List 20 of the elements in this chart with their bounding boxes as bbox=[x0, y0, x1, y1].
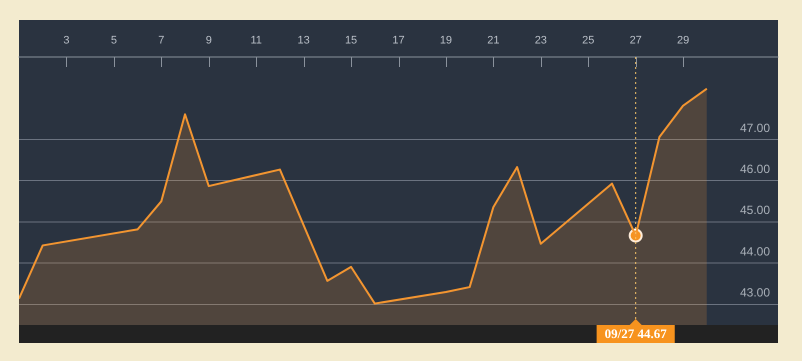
y-tick-label: 47.00 bbox=[740, 120, 770, 135]
x-tick-label: 21 bbox=[487, 34, 500, 46]
x-tick-label: 25 bbox=[582, 34, 594, 46]
x-tick-label: 9 bbox=[206, 34, 212, 46]
x-tick-label: 11 bbox=[250, 34, 262, 46]
x-tick-label: 17 bbox=[392, 34, 405, 46]
x-tick-label: 23 bbox=[534, 34, 547, 46]
x-tick-label: 19 bbox=[440, 34, 452, 46]
y-tick-label: 43.00 bbox=[740, 286, 770, 300]
text: 09/27 44.67 bbox=[604, 326, 668, 341]
y-tick-label: 45.00 bbox=[740, 203, 770, 218]
y-tick-label: 46.00 bbox=[740, 162, 770, 176]
y-tick-label: 44.00 bbox=[740, 244, 770, 258]
x-tick-label: 3 bbox=[63, 34, 70, 46]
x-tick-label: 5 bbox=[110, 34, 117, 46]
x-tick-label: 29 bbox=[677, 34, 690, 46]
x-tick-label: 13 bbox=[298, 34, 310, 46]
x-tick-label: 7 bbox=[158, 34, 164, 46]
x-tick-label: 15 bbox=[344, 34, 358, 46]
x-tick-label: 27 bbox=[630, 34, 642, 46]
